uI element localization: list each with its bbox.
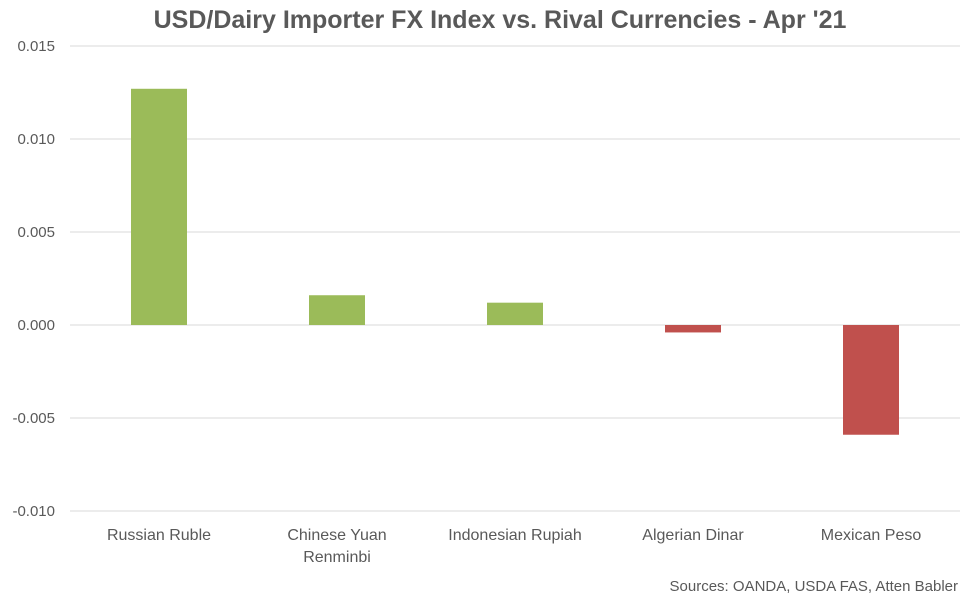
bar xyxy=(487,302,543,325)
gridlines xyxy=(70,45,960,512)
bar xyxy=(843,325,899,435)
source-note: Sources: OANDA, USDA FAS, Atten Babler xyxy=(669,578,958,595)
x-tick-label: Chinese Yuan Renminbi xyxy=(287,527,386,566)
bar xyxy=(665,325,721,333)
x-tick-label: Mexican Peso xyxy=(821,527,922,544)
y-tick-label: -0.005 xyxy=(12,410,55,427)
x-tick-label: Russian Ruble xyxy=(107,527,211,544)
x-tick-label: Algerian Dinar xyxy=(642,527,744,544)
y-axis-ticks: 0.015 0.010 0.005 0.000 -0.005 -0.010 xyxy=(12,38,55,520)
x-tick-label: Indonesian Rupiah xyxy=(448,527,581,544)
y-tick-label: 0.010 xyxy=(17,131,55,148)
y-tick-label: 0.000 xyxy=(17,317,55,334)
y-tick-label: -0.010 xyxy=(12,503,55,520)
y-tick-label: 0.005 xyxy=(17,224,55,241)
y-tick-label: 0.015 xyxy=(17,38,55,55)
bar xyxy=(309,295,365,325)
bars xyxy=(131,88,899,435)
chart-title: USD/Dairy Importer FX Index vs. Rival Cu… xyxy=(153,6,847,34)
x-axis-labels: Russian Ruble Chinese Yuan Renminbi Indones… xyxy=(107,527,921,566)
bar xyxy=(131,88,187,325)
